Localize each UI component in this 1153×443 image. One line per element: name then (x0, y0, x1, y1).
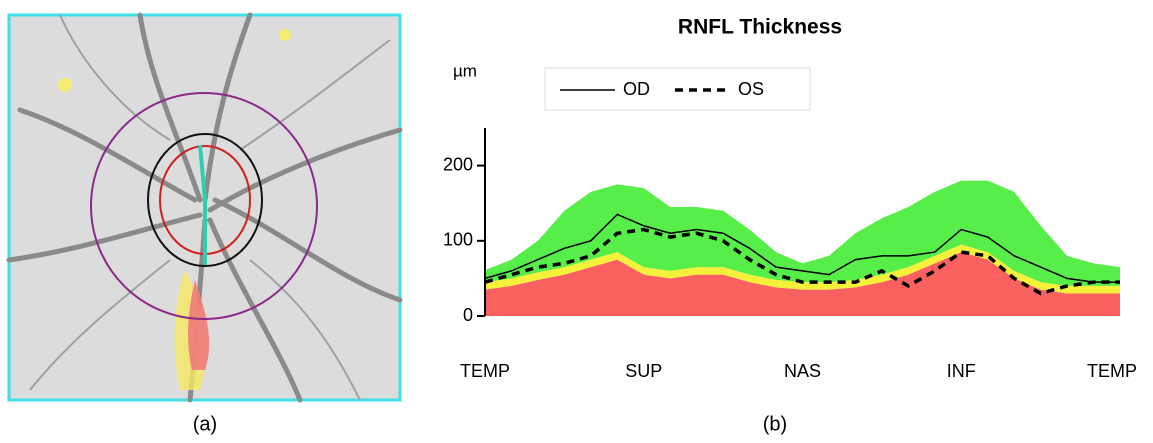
legend-label: OD (623, 79, 650, 99)
x-tick-label: SUP (625, 361, 662, 381)
y-tick-label: 100 (443, 230, 473, 250)
x-tick-label: NAS (784, 361, 821, 381)
legend-label: OS (738, 79, 764, 99)
figure-canvas: (a) (b) RNFL Thickness µm 0 100 200 TEMP SUP… (0, 0, 1153, 443)
panel-label: (b) (763, 413, 787, 435)
y-tick-label: 200 (443, 154, 473, 174)
figure: (a) (b) RNFL Thickness µm 0 100 200 TEMP SUP… (0, 0, 1153, 443)
x-tick-label: INF (947, 361, 976, 381)
panel-label: (a) (193, 413, 217, 435)
x-tick-label: TEMP (1087, 361, 1137, 381)
y-tick-label: 0 (463, 305, 473, 325)
fundus-image (9, 15, 400, 400)
chart-title: RNFL Thickness (678, 16, 842, 39)
x-tick-label: TEMP (460, 361, 510, 381)
y-axis-label: µm (453, 61, 477, 80)
